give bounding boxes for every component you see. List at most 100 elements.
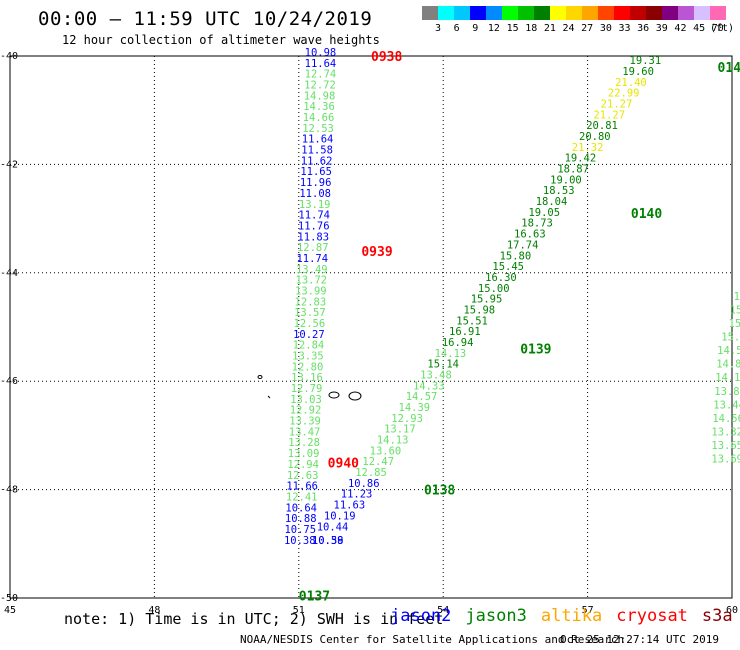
wave-height-value: 16.94 [442, 337, 474, 349]
wave-height-value: 11.58 [301, 145, 333, 157]
wave-height-value: 13.19 [299, 199, 331, 211]
wave-height-value: 12.93 [391, 413, 423, 425]
color-scale-label: 9 [472, 23, 479, 34]
wave-height-value: 12.56 [294, 318, 326, 330]
x-tick-label: 45 [4, 605, 16, 616]
wave-height-value: 21.27 [593, 109, 625, 121]
track-time-labels: 0938 0939 0940 0137 0138 0139 0140 014 [299, 50, 740, 604]
wave-height-value: 14.56 [712, 413, 740, 425]
wave-height-value: 10.44 [317, 521, 349, 533]
wave-height-value: 19.60 [622, 66, 654, 78]
wave-height-value: 14.36 [303, 101, 335, 113]
color-scale-label: 36 [637, 23, 650, 34]
wave-height-value: 12.83 [295, 296, 327, 308]
wave-height-value: 11.23 [341, 489, 373, 501]
wave-height-value: 15.80 [500, 250, 532, 262]
color-swatch [438, 6, 454, 20]
map-frame [9, 55, 733, 599]
page-subtitle: 12 hour collection of altimeter wave hei… [62, 33, 380, 47]
wave-height-value: 13.03 [290, 394, 322, 406]
wave-height-value: 14.13 [715, 372, 740, 384]
track-time-label: 0139 [520, 343, 551, 358]
wave-height-value: 14.66 [303, 112, 335, 124]
wave-height-value: 10.59 [312, 535, 344, 547]
color-swatch [550, 6, 566, 20]
wave-height-value: 15.51 [456, 315, 488, 327]
x-tick-label: 57 [582, 605, 594, 616]
color-scale-label: 70 [711, 23, 724, 34]
color-scale-label: 39 [655, 23, 668, 34]
wave-height-value: 10.19 [324, 510, 356, 522]
track-time-label: 0938 [371, 50, 402, 65]
x-tick-label: 48 [148, 605, 160, 616]
color-swatch [662, 6, 678, 20]
wave-height-value: 20.81 [586, 120, 618, 132]
wave-height-value: 15 [730, 304, 740, 316]
wave-height-value: 21.27 [601, 98, 633, 110]
color-scale-label: 42 [674, 23, 687, 34]
wave-height-value: 12.47 [362, 456, 394, 468]
color-swatch [678, 6, 694, 20]
wave-height-value: 12.85 [355, 467, 387, 479]
track-time-label: 0939 [361, 245, 392, 260]
wave-height-value: 10.88 [285, 513, 317, 525]
wave-height-value: 17.74 [507, 239, 539, 251]
color-scale-label: 21 [543, 23, 556, 34]
wave-height-value: 13.09 [288, 448, 320, 460]
y-tick-label: -44 [0, 268, 18, 279]
wave-height-value: 12.94 [287, 459, 319, 471]
wave-height-value: 15.4 [721, 332, 740, 344]
wave-height-value: 14.13 [435, 348, 467, 360]
wave-height-value: 11.08 [299, 188, 331, 200]
color-swatch [582, 6, 598, 20]
wave-height-value: 10.38 [312, 535, 344, 547]
island-outline [267, 395, 271, 399]
wave-height-value: 21.40 [615, 77, 647, 89]
wave-height-value: 13.17 [384, 424, 416, 436]
wave-height-value: 11.66 [286, 481, 318, 493]
wave-height-value: 11.96 [300, 177, 332, 189]
wave-height-value: 19.05 [528, 207, 560, 219]
color-swatch [534, 6, 550, 20]
island-outline [348, 391, 362, 401]
wave-height-value: 10.38 [284, 535, 316, 547]
wave-height-value: 13.28 [288, 437, 320, 449]
wave-height-value: 14.57 [406, 391, 438, 403]
color-scale-label: 45 [693, 23, 706, 34]
island-outlines [257, 375, 362, 401]
satellite-legend-item: s3a [701, 606, 733, 626]
wave-height-value: 11.76 [298, 220, 330, 232]
wave-height-value: 18.87 [557, 164, 589, 176]
track-time-label: 014 [718, 61, 740, 76]
wave-height-value: 12.79 [291, 383, 323, 395]
wave-height-value: 14.85 [716, 359, 740, 371]
wave-height-value: 12.74 [305, 69, 337, 81]
wave-height-value: 15.95 [471, 294, 503, 306]
wave-height-value: 12.72 [304, 80, 336, 92]
wave-height-value: 13.57 [294, 307, 326, 319]
color-swatch [518, 6, 534, 20]
color-swatch [502, 6, 518, 20]
lat-lon-grid [9, 55, 733, 599]
wave-height-value: 10.27 [293, 329, 325, 341]
y-tick-labels: -40 -42 -44 -46 -48 -50 [0, 51, 18, 604]
color-swatch [646, 6, 662, 20]
satellite-legend-item: jason2 [390, 606, 452, 626]
wave-height-value: 19.31 [630, 55, 662, 67]
wave-height-value: 1 [734, 291, 740, 303]
wave-height-value: 16.91 [449, 326, 481, 338]
satellite-legend-item: cryosat [616, 606, 688, 626]
wave-height-value: 11.64 [305, 58, 337, 70]
color-scale-label: 18 [525, 23, 538, 34]
wave-height-value: 18.53 [543, 185, 575, 197]
wave-height-value: 13.47 [289, 426, 321, 438]
color-scale-label: 6 [453, 23, 460, 34]
color-scale-label: 27 [581, 23, 594, 34]
color-scale-unit: (ft) [710, 23, 735, 34]
color-scale-label: 33 [618, 23, 631, 34]
track-time-label: 0140 [631, 207, 662, 222]
wave-height-value: 21.32 [572, 142, 604, 154]
track-time-label: 0137 [299, 589, 330, 604]
wave-height-value: 10.75 [284, 524, 316, 536]
